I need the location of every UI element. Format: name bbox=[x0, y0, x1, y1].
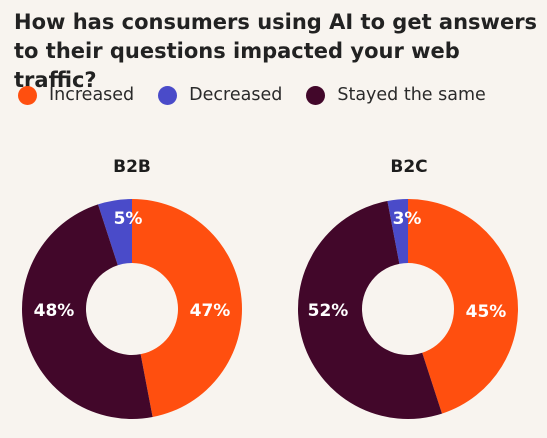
b2c-donut: 45% 3% 52% bbox=[297, 199, 518, 419]
legend-item-increased: Increased bbox=[18, 85, 134, 105]
b2b-slice-decreased bbox=[98, 199, 132, 266]
b2b-slice-increased bbox=[132, 199, 242, 418]
legend-item-decreased: Decreased bbox=[158, 85, 282, 105]
legend-label-decreased: Decreased bbox=[189, 85, 283, 105]
b2c-slice-stayed-same bbox=[297, 200, 442, 419]
b2b-chart-title: B2B bbox=[113, 157, 151, 177]
legend-swatch-stayed-same bbox=[306, 85, 326, 105]
legend-item-stayed-same: Stayed the same bbox=[306, 85, 486, 105]
legend-label-stayed-same: Stayed the same bbox=[337, 85, 486, 105]
b2c-label-stayed-same: 52% bbox=[308, 301, 349, 321]
b2c-slice-decreased bbox=[387, 199, 408, 264]
legend: Increased Decreased Stayed the same bbox=[18, 85, 510, 105]
legend-label-increased: Increased bbox=[49, 85, 135, 105]
b2c-slice-increased bbox=[408, 199, 518, 414]
legend-swatch-decreased bbox=[158, 85, 178, 105]
b2b-label-increased: 47% bbox=[190, 301, 231, 321]
b2b-label-stayed-same: 48% bbox=[34, 301, 75, 321]
b2b-slice-stayed-same bbox=[22, 204, 153, 419]
b2c-chart-title: B2C bbox=[390, 157, 428, 177]
b2b-donut: 47% 5% 48% bbox=[22, 199, 242, 419]
b2c-label-increased: 45% bbox=[466, 302, 507, 322]
b2b-label-decreased: 5% bbox=[114, 209, 143, 229]
legend-swatch-increased bbox=[18, 85, 37, 105]
b2c-label-decreased: 3% bbox=[393, 209, 422, 229]
chart-title: How has consumers using AI to get answer… bbox=[14, 10, 538, 92]
